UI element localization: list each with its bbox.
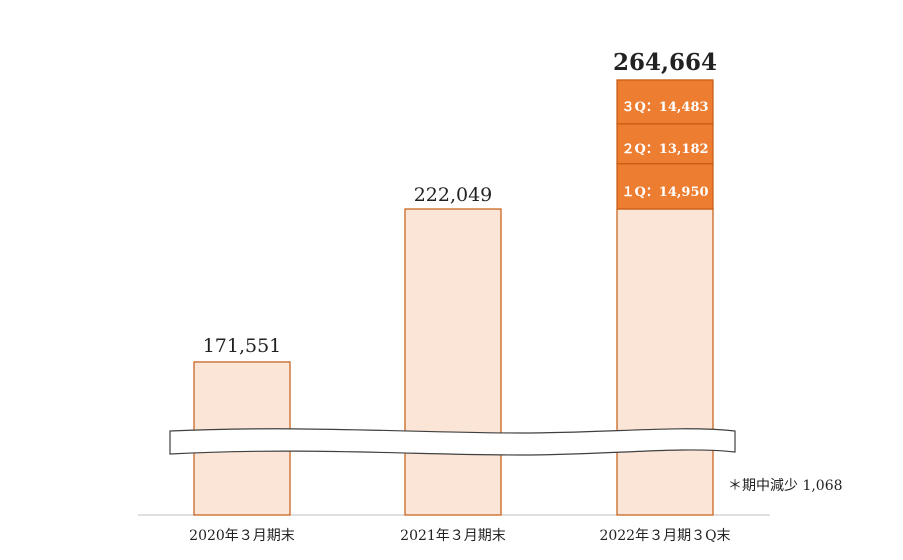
category-label-2020: 2020年３月期末 bbox=[189, 528, 295, 544]
bar-2021 bbox=[404, 208, 502, 516]
total-label-2022: 264,664 bbox=[613, 49, 717, 76]
segment-label-3q: ３Q：14,483 bbox=[621, 100, 708, 115]
note-label: ＊期中減少 1,068 bbox=[728, 477, 843, 494]
segment-label-1q: １Q：14,950 bbox=[621, 185, 708, 200]
bars-layer bbox=[193, 79, 714, 516]
total-label-2020: 171,551 bbox=[203, 335, 282, 357]
segment-1q bbox=[616, 163, 714, 210]
bar-2022-base bbox=[616, 208, 714, 516]
segment-2q bbox=[616, 123, 714, 165]
axis-break-band bbox=[169, 428, 736, 456]
category-label-2022: 2022年３月期３Q末 bbox=[599, 528, 730, 544]
labels-layer: 171,551 222,049 264,664 １Q：14,950 ２Q：13,… bbox=[189, 49, 842, 544]
total-label-2021: 222,049 bbox=[414, 184, 493, 206]
category-label-2021: 2021年３月期末 bbox=[400, 528, 506, 544]
axis-break bbox=[169, 428, 736, 456]
segment-label-2q: ２Q：13,182 bbox=[621, 142, 708, 157]
segment-3q bbox=[616, 79, 714, 125]
